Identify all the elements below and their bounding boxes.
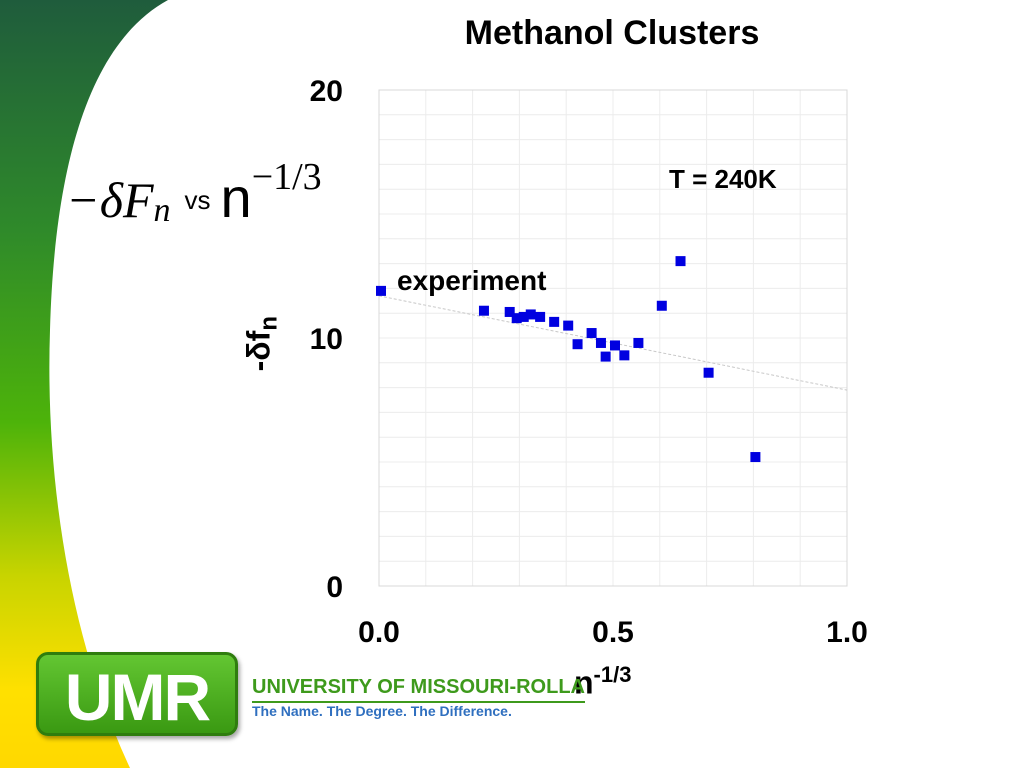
university-name: UNIVERSITY OF MISSOURI-ROLLA [252, 676, 585, 703]
data-point [600, 351, 611, 362]
data-point [535, 311, 546, 322]
annotation-temperature: T = 240K [669, 164, 777, 194]
logo-text: UMR [64, 660, 211, 734]
data-point [518, 311, 529, 322]
x-axis-label: n-1/3 [574, 662, 631, 702]
y-axis-label-subscript: n [255, 316, 283, 331]
y-tick-label: 20 [310, 75, 343, 108]
data-point [595, 337, 606, 348]
data-point [619, 350, 630, 361]
slide-title: Methanol Clusters [464, 14, 760, 52]
formula-exponent: −1/3 [251, 156, 322, 198]
data-point [675, 256, 686, 267]
data-point [376, 285, 386, 296]
data-point [525, 309, 536, 320]
y-tick-label: 0 [326, 571, 343, 604]
data-point [586, 328, 597, 339]
umr-logo: UMR [36, 652, 238, 736]
formula-lhs: −δF [66, 172, 154, 228]
formula-lhs-subscript: n [153, 192, 171, 230]
grid-lines [379, 90, 847, 586]
formula: −δFn vs n−1/3 [66, 155, 322, 230]
formula-n: n [220, 166, 252, 229]
formula-vs: vs [184, 185, 211, 215]
data-point [504, 306, 515, 317]
data-point [703, 367, 714, 378]
y-axis-label: -δfn [240, 294, 283, 394]
x-tick-label: 1.0 [826, 616, 868, 649]
data-point [563, 320, 574, 331]
x-tick-label: 0.5 [592, 616, 634, 649]
data-point [511, 313, 522, 324]
data-points [376, 256, 761, 463]
data-point [750, 452, 761, 463]
data-point [610, 340, 620, 351]
tagline: The Name. The Degree. The Difference. [252, 703, 512, 719]
annotation-experiment: experiment [397, 265, 546, 296]
data-point [549, 316, 560, 327]
data-point [572, 339, 583, 350]
data-point [656, 300, 667, 311]
y-axis-label-base: -δf [240, 330, 277, 372]
tick-labels: 0.0 0.5 1.0 0 10 20 [310, 75, 868, 649]
x-tick-label: 0.0 [358, 616, 400, 649]
y-tick-label: 10 [310, 323, 343, 356]
x-axis-label-base: n [574, 664, 594, 701]
data-point [633, 337, 644, 348]
data-point [478, 305, 489, 316]
fit-line [378, 295, 848, 391]
x-axis-label-superscript: -1/3 [593, 662, 632, 687]
plot-frame [378, 89, 848, 587]
